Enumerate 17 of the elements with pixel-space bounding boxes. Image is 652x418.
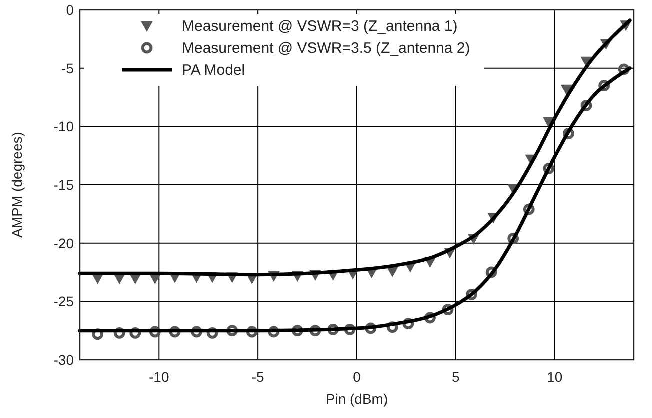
y-tick-label: -25 [54,294,74,310]
x-tick-label: -10 [149,369,170,385]
y-tick-label: -10 [54,118,74,135]
y-axis-title: AMPM (degrees) [9,132,25,238]
y-tick-label: 0 [66,2,74,18]
y-tick-label: -5 [62,60,74,76]
x-tick-label: -5 [252,369,265,385]
y-tick-label: -30 [54,352,74,368]
y-tick-label: -15 [54,177,74,193]
y-tick-label: -20 [54,235,74,252]
legend-label: PA Model [182,62,246,79]
x-tick-label: 10 [547,369,563,385]
x-tick-label: 5 [452,369,460,385]
x-axis-title: Pin (dBm) [326,391,388,407]
legend-label: Measurement @ VSWR=3 (Z_antenna 1) [182,18,458,35]
x-tick-label: 0 [353,369,362,385]
legend-label: Measurement @ VSWR=3.5 (Z_antenna 2) [182,40,470,57]
